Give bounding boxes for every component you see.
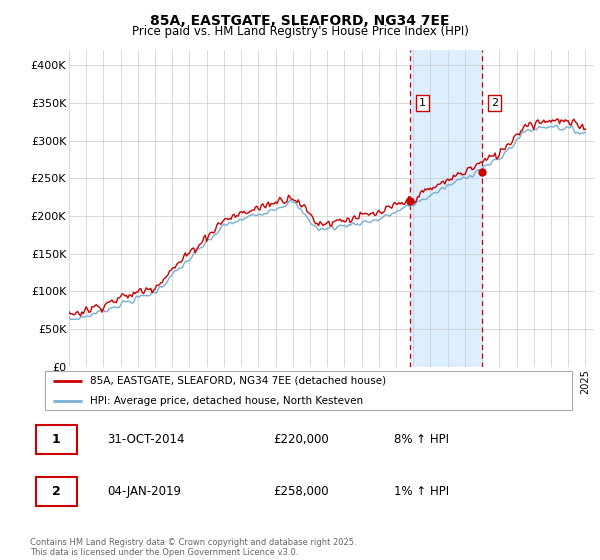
Text: 1% ↑ HPI: 1% ↑ HPI bbox=[394, 486, 449, 498]
Text: £258,000: £258,000 bbox=[273, 486, 329, 498]
Text: 85A, EASTGATE, SLEAFORD, NG34 7EE (detached house): 85A, EASTGATE, SLEAFORD, NG34 7EE (detac… bbox=[90, 376, 386, 385]
Text: 2: 2 bbox=[491, 98, 498, 108]
Bar bbox=[410, 50, 482, 367]
Text: 85A, EASTGATE, SLEAFORD, NG34 7EE: 85A, EASTGATE, SLEAFORD, NG34 7EE bbox=[150, 14, 450, 28]
FancyBboxPatch shape bbox=[35, 477, 77, 506]
FancyBboxPatch shape bbox=[44, 371, 572, 410]
Text: £220,000: £220,000 bbox=[273, 433, 329, 446]
Text: 1: 1 bbox=[419, 98, 426, 108]
Text: 31-OCT-2014: 31-OCT-2014 bbox=[107, 433, 185, 446]
Text: 04-JAN-2019: 04-JAN-2019 bbox=[107, 486, 181, 498]
Text: Price paid vs. HM Land Registry's House Price Index (HPI): Price paid vs. HM Land Registry's House … bbox=[131, 25, 469, 38]
Text: 1: 1 bbox=[52, 433, 61, 446]
Text: 8% ↑ HPI: 8% ↑ HPI bbox=[394, 433, 449, 446]
FancyBboxPatch shape bbox=[35, 426, 77, 455]
Text: HPI: Average price, detached house, North Kesteven: HPI: Average price, detached house, Nort… bbox=[90, 396, 363, 405]
Text: 2: 2 bbox=[52, 486, 61, 498]
Text: Contains HM Land Registry data © Crown copyright and database right 2025.
This d: Contains HM Land Registry data © Crown c… bbox=[30, 538, 356, 557]
